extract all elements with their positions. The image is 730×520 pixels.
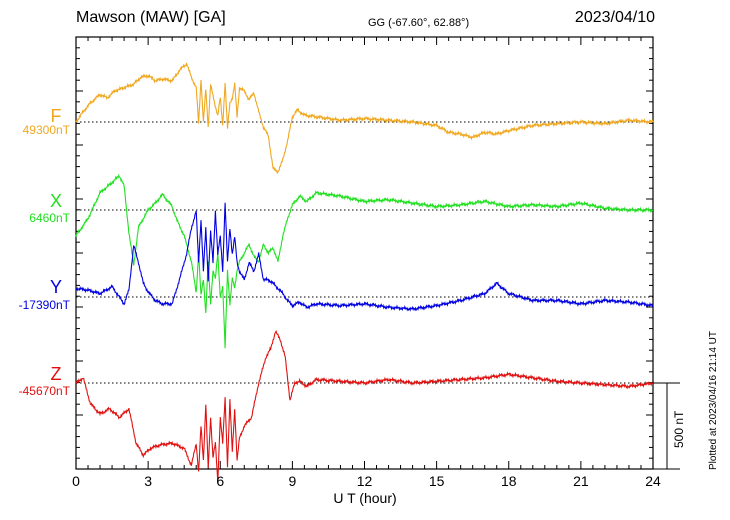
x-tick-label: 15 <box>429 473 445 489</box>
x-tick-label: 18 <box>501 473 517 489</box>
x-tick-label: 21 <box>573 473 589 489</box>
x-tick-label: 6 <box>216 473 224 489</box>
x-tick-label: 9 <box>288 473 296 489</box>
plot-date: 2023/04/10 <box>575 9 655 26</box>
trace-f <box>75 62 654 175</box>
channel-name-x: X <box>50 191 62 211</box>
baselines <box>76 121 653 384</box>
scale-bar: 500 nT <box>653 382 686 470</box>
traces <box>75 62 654 484</box>
x-tick-label: 3 <box>144 473 152 489</box>
x-tick-label: 12 <box>357 473 373 489</box>
trace-z <box>75 329 654 484</box>
x-tick-label: 0 <box>72 473 80 489</box>
plot-frame <box>75 36 654 470</box>
baseline-value-z: -45670nT <box>19 384 71 398</box>
x-tick-label: 24 <box>645 473 661 489</box>
x-tick-labels: 0 3 6 9 12 15 18 21 24 <box>72 473 661 489</box>
baseline-value-f: 49300nT <box>23 123 71 137</box>
x-axis-label: U T (hour) <box>333 490 396 506</box>
scale-bar-label: 500 nT <box>672 410 686 448</box>
channel-name-f: F <box>51 106 62 126</box>
frame-ticks <box>75 36 654 469</box>
trace-y <box>75 202 654 312</box>
baseline-value-x: 6460nT <box>29 211 70 225</box>
trace-x <box>75 173 654 349</box>
station-title: Mawson (MAW) [GA] <box>76 9 226 26</box>
station-coords: GG (-67.60°, 62.88°) <box>368 17 469 29</box>
channel-name-z: Z <box>51 364 62 384</box>
channel-name-y: Y <box>50 277 62 297</box>
plotted-at-note: Plotted at 2023/04/16 21:14 UT <box>708 331 719 470</box>
baseline-value-y: -17390nT <box>19 298 71 312</box>
